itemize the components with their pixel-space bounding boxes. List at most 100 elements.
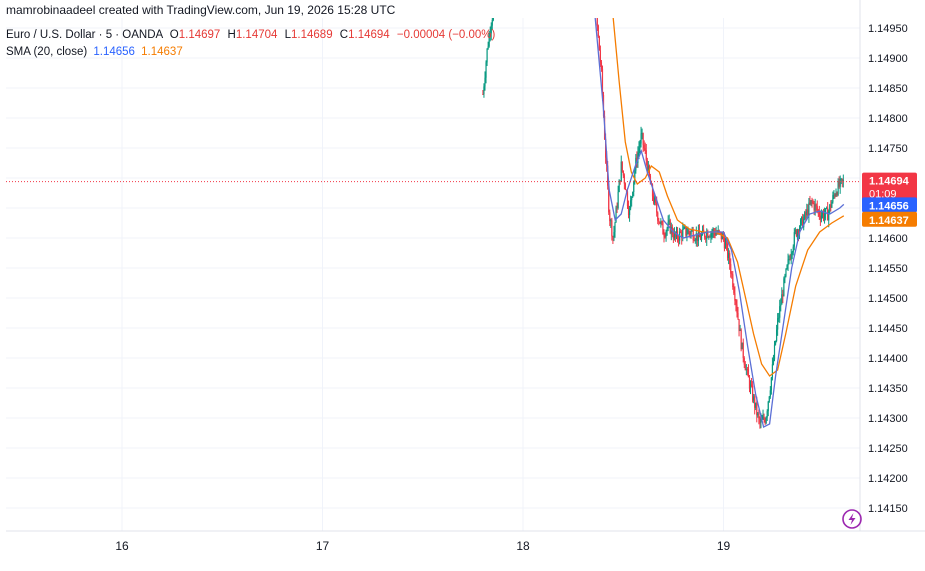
candle-body (759, 418, 761, 423)
candle-body (615, 207, 617, 223)
candle-body (743, 358, 745, 365)
candle-body (489, 33, 491, 35)
gridlines (6, 18, 860, 531)
candle-body (842, 179, 844, 181)
candle-body (735, 300, 737, 305)
candle-body (811, 200, 813, 202)
candle-body (754, 396, 756, 408)
candle-body (764, 419, 766, 424)
y-tick-label: 1.14750 (868, 143, 908, 155)
candle-body (703, 229, 705, 233)
candle-body (672, 234, 674, 239)
candle-body (782, 294, 784, 297)
candle-body (734, 293, 736, 301)
candle-body (795, 229, 798, 236)
candle-body (668, 220, 670, 223)
sma-label[interactable]: SMA (20, close) (6, 46, 88, 58)
candle-body (659, 221, 661, 224)
y-axis-ticks[interactable]: 1.149501.149001.148501.148001.147501.147… (868, 23, 908, 515)
candle-body (626, 191, 629, 206)
candle-body (713, 229, 715, 233)
candle-body (600, 62, 603, 69)
candle-body (601, 68, 604, 96)
symbol-legend[interactable]: Euro / U.S. Dollar · 5 · OANDA O1.14697 … (6, 29, 495, 41)
candle-body (640, 133, 642, 144)
y-tick-label: 1.14950 (868, 23, 908, 35)
candle-body (833, 194, 835, 196)
candle-body (753, 396, 755, 401)
candle-body (707, 232, 709, 238)
candle-body (794, 229, 796, 233)
candle-body (819, 216, 821, 220)
candle-body (641, 133, 643, 134)
candle-body (775, 329, 778, 341)
candle-body (619, 180, 621, 182)
candle-body (657, 212, 659, 221)
y-tick-label: 1.14300 (868, 413, 908, 425)
sma-legend[interactable]: SMA (20, close) 1.14656 1.14637 (6, 46, 183, 58)
candle-body (677, 238, 680, 241)
candle-body (821, 212, 824, 216)
low-key: L (284, 29, 292, 41)
candle-body (731, 273, 733, 275)
y-tick-label: 1.14350 (868, 383, 908, 395)
candle-body (643, 145, 645, 149)
candle-body (730, 264, 732, 274)
candle-body (633, 180, 635, 192)
candle-body (706, 232, 708, 240)
candle-body (638, 148, 640, 153)
candle-body (752, 385, 754, 401)
tradingview-bolt-icon[interactable] (842, 509, 862, 529)
candle-body (624, 183, 627, 190)
candle-body (658, 220, 660, 222)
candle-body (665, 231, 667, 237)
candle-body (724, 243, 727, 249)
sma-fast-line (594, 17, 845, 428)
candle-body (634, 170, 636, 181)
candle-body (726, 244, 729, 258)
candle-body (608, 185, 610, 213)
candle-body (688, 230, 690, 233)
candle-body (483, 86, 485, 95)
candle-body (725, 243, 728, 245)
candle-body (487, 46, 489, 49)
sma-value-fast: 1.14656 (93, 46, 135, 58)
candle-body (773, 344, 776, 360)
candle-body (791, 252, 793, 255)
candle-body (617, 191, 619, 209)
candle-body (815, 204, 817, 207)
symbol-name[interactable]: Euro / U.S. Dollar · 5 · OANDA (6, 29, 163, 41)
y-tick-label: 1.14800 (868, 113, 908, 125)
y-tick-label: 1.14400 (868, 353, 908, 365)
candle-body (651, 184, 654, 197)
candle-body (616, 207, 618, 209)
candle-body (696, 233, 698, 241)
candle-body (841, 178, 843, 181)
candle-body (613, 232, 615, 237)
candle-body (710, 233, 712, 238)
candle-body (827, 207, 829, 221)
candle-body (823, 214, 826, 219)
candle-body (766, 411, 768, 418)
candle-body (661, 221, 663, 223)
candle-body (697, 230, 699, 241)
sma-fast-badge-text: 1.14656 (869, 200, 909, 212)
candle-body (742, 342, 744, 359)
high-value: 1.14704 (235, 29, 278, 41)
candle-body (770, 377, 772, 391)
candle-body (749, 384, 752, 389)
candle-body (779, 306, 781, 318)
x-axis-ticks[interactable]: 16 17 18 19 (115, 539, 730, 553)
candle-body (683, 227, 685, 230)
candle-body (837, 181, 839, 195)
high-key: H (227, 29, 236, 41)
candle-body (832, 195, 834, 202)
candle-body (771, 364, 774, 378)
candle-body (808, 202, 810, 216)
change-value: −0.00004 (−0.00%) (396, 29, 496, 41)
candle-body (655, 197, 657, 203)
